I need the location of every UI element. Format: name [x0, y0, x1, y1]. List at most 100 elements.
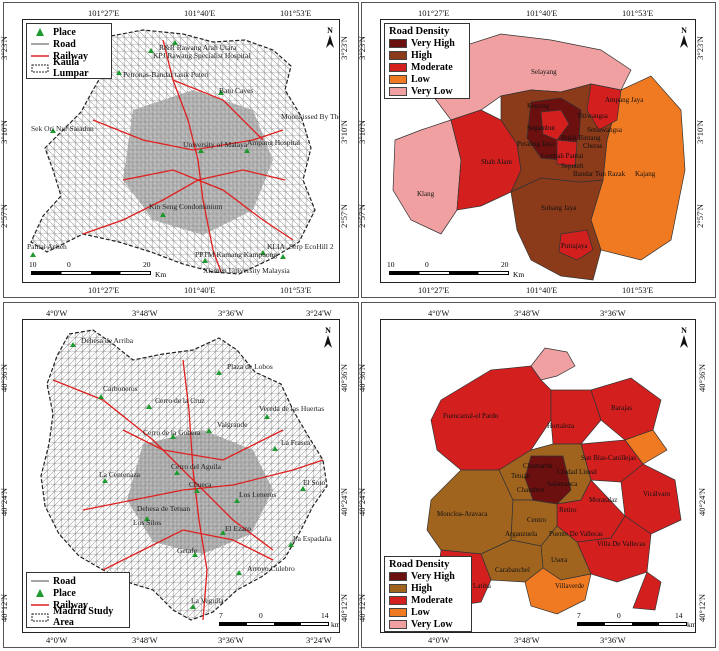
region-label: Latina	[473, 582, 491, 590]
place-label: Getafe	[177, 546, 197, 555]
bottom-tick: 101°40'E	[184, 285, 216, 295]
left-tick: 40°12'N	[357, 593, 368, 623]
region-villaverde	[524, 567, 592, 615]
region-label: Tetuán	[511, 472, 530, 480]
left-tick: 3°23'N	[356, 36, 367, 60]
legend-title: Road Density	[389, 559, 450, 570]
left-tick: 40°36'N	[357, 363, 368, 393]
region-label: Moratalaz	[589, 496, 618, 504]
legend-label: Very Low	[411, 85, 453, 97]
legend-label: Low	[411, 606, 430, 618]
bottom-tick: 3°36'W	[218, 635, 244, 645]
top-tick: 101°27'E	[418, 8, 450, 18]
region-label: Usera	[551, 556, 568, 564]
legend-label: High	[411, 582, 433, 594]
region-label: Moncloa-Aravaca	[437, 510, 488, 518]
place-label: La Frasca	[281, 438, 311, 447]
bottom-tick: 3°48'W	[132, 635, 158, 645]
region-label: Kajang	[635, 170, 656, 178]
region-label: Selayang	[531, 68, 557, 76]
legend-label: Moderate	[411, 594, 453, 606]
right-tick: 40°24'N	[339, 487, 350, 517]
right-tick: 40°12'N	[339, 593, 350, 623]
top-tick: 101°40'E	[526, 8, 558, 18]
north-label: N	[681, 26, 687, 35]
region-label: Carabanchel	[495, 566, 530, 574]
place-label: KPJ Rawang Specialist Hospital	[153, 51, 251, 60]
legend-swatch	[389, 571, 407, 581]
railway-line-icon	[31, 602, 49, 608]
bottom-tick: 101°27'E	[88, 285, 120, 295]
right-tick: 3°10'N	[694, 120, 705, 144]
top-tick: 101°53'E	[280, 8, 312, 18]
road-line-icon	[31, 41, 49, 47]
boundary-icon	[31, 613, 49, 622]
place-label: Cerro de la Gobera	[143, 428, 201, 437]
right-tick: 40°24'N	[697, 487, 708, 517]
place-label: La Espadaña	[293, 534, 332, 543]
right-tick: 2°57'N	[338, 204, 349, 228]
north-label: N	[327, 26, 333, 35]
place-label: Carboneros	[103, 384, 138, 393]
scale-left: 7	[219, 611, 223, 620]
region-label: Salamanca	[547, 480, 578, 488]
place-label: Cerro del Aguila	[171, 462, 221, 471]
place-label: Los Leneros	[239, 490, 277, 499]
top-tick: 4°0'W	[428, 308, 450, 318]
bottom-tick: 101°53'E	[622, 285, 654, 295]
place-label: Batu Caves	[219, 86, 254, 95]
legend-swatch	[389, 38, 407, 48]
left-tick: 40°12'N	[0, 593, 10, 623]
legend-label: Very Low	[411, 618, 453, 630]
legend-boundary: Kaula Lumpar	[53, 57, 89, 79]
top-tick: 3°48'W	[132, 308, 158, 318]
region-label: Bukit Bintang	[561, 134, 601, 142]
legend-label: Very High	[411, 570, 455, 582]
scale-mid: 0	[425, 260, 429, 269]
left-tick: 3°10'N	[356, 120, 367, 144]
legend-swatch	[389, 86, 407, 96]
left-tick: 3°23'N	[0, 36, 9, 60]
region-label: Seputeh	[561, 162, 584, 170]
legend-swatch	[389, 619, 407, 629]
place-label: Dehesa de Tetuan	[137, 504, 191, 513]
scale-mid: 0	[259, 611, 263, 620]
place-label: Moonkissed By The River	[281, 112, 339, 121]
legend-swatch	[389, 62, 407, 72]
map-legend: Road Density Very High High Moderate Low…	[384, 23, 470, 99]
place-label: Serp EcoHill 2	[289, 242, 334, 251]
scale-mid: 0	[67, 260, 71, 269]
right-tick: 40°12'N	[697, 593, 708, 623]
scale-bar	[389, 271, 509, 275]
madrid-road-network-map	[40, 329, 328, 621]
kl-road-network-map	[30, 29, 316, 275]
scale-unit: km	[331, 620, 340, 629]
top-tick: 3°36'W	[218, 308, 244, 318]
region-label: San Blas-Canillejas	[581, 454, 637, 462]
region-label: Vicálvaro	[643, 490, 671, 498]
legend-road: Road	[53, 575, 76, 587]
map-frame: Dehesa de Arriba Plaza de Lobos Carboner…	[22, 319, 340, 633]
region-label: Arganzuela	[505, 530, 538, 538]
boundary-icon	[31, 64, 49, 73]
bottom-tick: 101°53'E	[280, 285, 312, 295]
region-label: Kepong	[527, 102, 550, 110]
place-label: KLIA	[267, 242, 285, 251]
panel-madrid-density: 4°0'W 3°48'W 3°36'W 4°0'W 3°48'W 3°36'W …	[357, 302, 716, 648]
legend-swatch	[389, 50, 407, 60]
bottom-tick: 3°24'W	[306, 635, 332, 645]
madrid-density-map	[426, 347, 682, 615]
legend-place: Place	[53, 26, 76, 38]
region-klang	[392, 119, 462, 235]
region-label: Shah Alam	[481, 158, 512, 166]
left-tick: 40°24'N	[357, 487, 368, 517]
region-ampang	[586, 83, 622, 131]
region-subang-jaya	[510, 177, 604, 281]
scale-unit: km	[687, 620, 696, 629]
place-label: Ampang Hospital	[247, 138, 301, 147]
bottom-tick: 4°0'W	[428, 635, 450, 645]
map-frame: R&R Rawang Arah Utara KPJ Rawang Special…	[22, 19, 340, 283]
legend-label: Moderate	[411, 61, 453, 73]
place-label: Kin Seng Condominium	[149, 202, 223, 211]
map-frame: Fuencarral-el Pardo Barajas Hortaleza Ch…	[380, 319, 696, 633]
